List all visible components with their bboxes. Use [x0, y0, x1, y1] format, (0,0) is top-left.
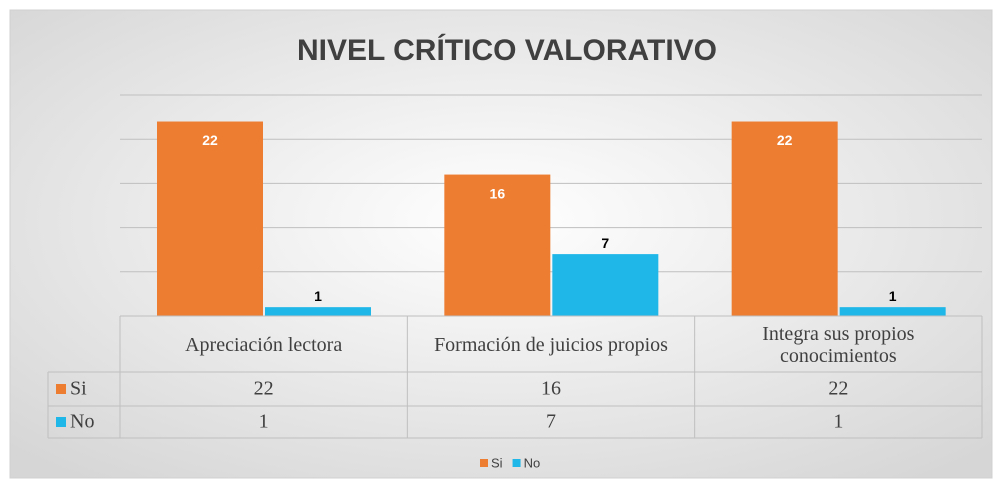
data-label: 1 [889, 288, 897, 304]
data-label: 7 [601, 235, 609, 251]
table-legend-key [56, 417, 66, 427]
series-name: Si [70, 378, 87, 400]
data-label: 1 [314, 288, 322, 304]
table-value: 1 [833, 411, 843, 433]
bar [839, 307, 946, 316]
bar [157, 121, 263, 317]
legend-label: No [524, 455, 541, 470]
data-label: 16 [490, 185, 506, 201]
category-label: Apreciación lectora [185, 334, 343, 356]
table-legend-key [56, 384, 66, 394]
data-label: 22 [777, 132, 793, 148]
bar [552, 254, 659, 316]
legend-label: Si [491, 455, 503, 470]
category-label: Formación de juicios propios [434, 334, 668, 356]
chart-title: NIVEL CRÍTICO VALORATIVO [297, 33, 717, 67]
table-value: 7 [546, 411, 556, 433]
table-value: 22 [828, 378, 848, 400]
series-name: No [70, 411, 94, 433]
legend-key [512, 459, 521, 467]
bar [444, 174, 551, 316]
category-label: Integra sus propios conocimientos [762, 323, 915, 367]
table-value: 16 [541, 378, 561, 400]
legend-key [480, 459, 488, 467]
bar [265, 307, 371, 316]
bar [731, 121, 838, 317]
table-value: 1 [259, 411, 269, 433]
table-value: 22 [254, 378, 274, 400]
data-label: 22 [202, 132, 218, 148]
